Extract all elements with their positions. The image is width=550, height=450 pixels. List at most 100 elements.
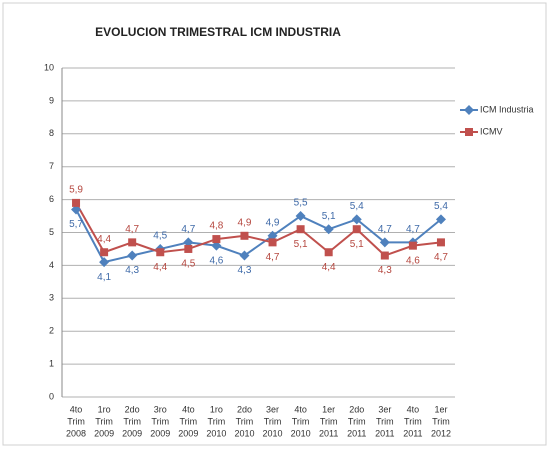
marker xyxy=(352,225,361,234)
x-tick-label: Trim xyxy=(292,416,310,426)
data-label: 4,6 xyxy=(406,255,420,266)
x-tick-label: 3er xyxy=(266,404,279,414)
x-tick-label: Trim xyxy=(404,416,422,426)
y-tick-label: 5 xyxy=(49,227,54,237)
marker xyxy=(324,248,333,257)
x-tick-label: Trim xyxy=(67,416,85,426)
x-tick-label: Trim xyxy=(208,416,226,426)
data-label: 4,4 xyxy=(153,262,167,273)
x-tick-label: 1er xyxy=(322,404,335,414)
x-tick-label: 2010 xyxy=(234,428,254,438)
y-tick-label: 1 xyxy=(49,358,54,368)
x-tick-label: 2011 xyxy=(403,428,422,438)
x-tick-label: 2010 xyxy=(206,428,226,438)
x-tick-label: Trim xyxy=(151,416,169,426)
x-tick-label: Trim xyxy=(432,416,450,426)
data-label: 4,7 xyxy=(406,224,420,235)
x-tick-label: 2do xyxy=(237,404,252,414)
x-tick-label: 1ro xyxy=(210,404,223,414)
x-tick-label: 4to xyxy=(182,404,195,414)
x-tick-label: 2011 xyxy=(319,428,338,438)
data-label: 4,7 xyxy=(266,252,280,263)
data-label: 4,8 xyxy=(209,221,223,232)
marker xyxy=(156,248,165,257)
series-line xyxy=(75,208,442,264)
data-label: 4,5 xyxy=(153,231,167,242)
y-tick-label: 7 xyxy=(49,161,54,171)
y-tick-label: 10 xyxy=(44,62,54,72)
marker xyxy=(379,237,390,248)
marker xyxy=(239,250,250,261)
chart-border xyxy=(2,2,547,446)
marker xyxy=(323,224,334,235)
data-label: 4,7 xyxy=(181,224,195,235)
legend-marker xyxy=(464,105,474,115)
marker xyxy=(295,211,306,222)
x-tick-label: Trim xyxy=(348,416,366,426)
x-tick-label: Trim xyxy=(123,416,141,426)
x-tick-label: 2008 xyxy=(66,428,86,438)
x-tick-label: Trim xyxy=(376,416,394,426)
data-label: 5,1 xyxy=(294,239,308,250)
x-tick-label: 2do xyxy=(125,404,140,414)
y-tick-label: 3 xyxy=(49,293,54,303)
data-label: 5,4 xyxy=(434,201,448,212)
x-tick-label: 4to xyxy=(70,404,83,414)
chart-title: EVOLUCION TRIMESTRAL ICM INDUSTRIA xyxy=(95,25,341,39)
x-tick-label: 2do xyxy=(349,404,364,414)
legend-label: ICMV xyxy=(480,126,503,136)
y-tick-label: 8 xyxy=(49,128,54,138)
marker xyxy=(128,238,137,247)
y-tick-label: 0 xyxy=(49,391,54,401)
data-label: 4,6 xyxy=(209,255,223,266)
data-label: 5,9 xyxy=(69,185,83,196)
data-label: 4,4 xyxy=(97,234,111,245)
x-tick-label: 2009 xyxy=(150,428,170,438)
x-tick-label: 4to xyxy=(294,404,307,414)
data-label: 4,5 xyxy=(181,259,195,270)
y-tick-label: 2 xyxy=(49,326,54,336)
marker xyxy=(296,225,305,234)
legend-label: ICM Industria xyxy=(480,104,534,114)
x-tick-label: 2010 xyxy=(291,428,311,438)
data-label: 4,3 xyxy=(378,265,392,276)
data-label: 4,3 xyxy=(238,265,252,276)
data-label: 4,9 xyxy=(238,217,252,228)
data-label: 5,5 xyxy=(294,198,308,209)
data-label: 4,3 xyxy=(125,265,139,276)
x-tick-label: 2011 xyxy=(375,428,394,438)
marker xyxy=(183,237,194,248)
data-label: 5,7 xyxy=(69,219,83,230)
x-tick-label: 2009 xyxy=(178,428,198,438)
marker xyxy=(71,204,82,215)
marker xyxy=(408,241,417,250)
marker xyxy=(72,198,81,207)
y-tick-label: 4 xyxy=(49,260,54,270)
marker xyxy=(268,238,277,247)
data-label: 4,7 xyxy=(125,224,139,235)
marker xyxy=(240,231,249,240)
marker xyxy=(212,235,221,244)
data-label: 4,4 xyxy=(322,262,336,273)
marker xyxy=(184,244,193,253)
data-label: 5,1 xyxy=(322,211,336,222)
x-tick-label: 3ro xyxy=(154,404,167,414)
marker xyxy=(99,257,110,268)
x-tick-label: Trim xyxy=(95,416,113,426)
x-tick-label: Trim xyxy=(236,416,254,426)
x-tick-label: 2010 xyxy=(263,428,283,438)
data-label: 4,9 xyxy=(266,217,280,228)
x-tick-label: Trim xyxy=(264,416,282,426)
marker xyxy=(435,214,446,225)
x-tick-label: 4to xyxy=(407,404,420,414)
data-label: 4,7 xyxy=(434,252,448,263)
data-label: 5,1 xyxy=(350,239,364,250)
marker xyxy=(351,214,362,225)
x-tick-label: 2011 xyxy=(347,428,366,438)
legend-marker xyxy=(465,128,473,136)
x-tick-label: 2009 xyxy=(122,428,142,438)
series-line xyxy=(75,202,442,257)
y-tick-label: 9 xyxy=(49,95,54,105)
x-tick-label: Trim xyxy=(179,416,197,426)
